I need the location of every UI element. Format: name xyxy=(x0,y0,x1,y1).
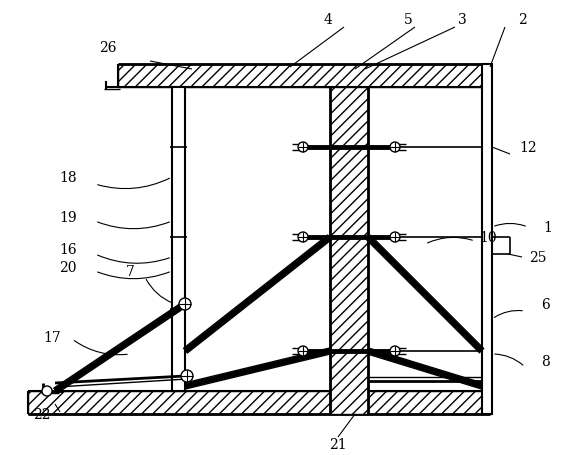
Text: 12: 12 xyxy=(519,141,537,155)
Text: 5: 5 xyxy=(403,13,412,27)
Text: 25: 25 xyxy=(529,250,547,264)
Circle shape xyxy=(390,346,400,356)
Circle shape xyxy=(181,370,193,382)
Text: 17: 17 xyxy=(43,330,61,344)
Circle shape xyxy=(179,298,191,310)
Text: 26: 26 xyxy=(99,41,117,55)
Bar xyxy=(482,65,492,414)
Bar xyxy=(28,391,490,414)
Circle shape xyxy=(390,233,400,243)
Text: 16: 16 xyxy=(59,243,77,257)
Text: 10: 10 xyxy=(479,231,497,244)
Text: 4: 4 xyxy=(324,13,332,27)
Text: 1: 1 xyxy=(543,221,553,234)
Text: 7: 7 xyxy=(125,264,135,278)
Text: 21: 21 xyxy=(329,437,347,451)
Text: 6: 6 xyxy=(540,298,549,311)
Text: 18: 18 xyxy=(59,171,77,185)
Text: 3: 3 xyxy=(458,13,466,27)
Bar xyxy=(172,88,185,391)
Text: 2: 2 xyxy=(518,13,527,27)
Bar xyxy=(118,65,490,88)
Circle shape xyxy=(42,386,52,396)
Text: 22: 22 xyxy=(34,407,51,421)
Text: 20: 20 xyxy=(60,260,77,274)
Bar xyxy=(330,88,368,414)
Text: 8: 8 xyxy=(540,354,549,368)
Circle shape xyxy=(298,143,308,153)
Text: 19: 19 xyxy=(59,211,77,224)
Circle shape xyxy=(298,233,308,243)
Circle shape xyxy=(298,346,308,356)
Circle shape xyxy=(390,143,400,153)
